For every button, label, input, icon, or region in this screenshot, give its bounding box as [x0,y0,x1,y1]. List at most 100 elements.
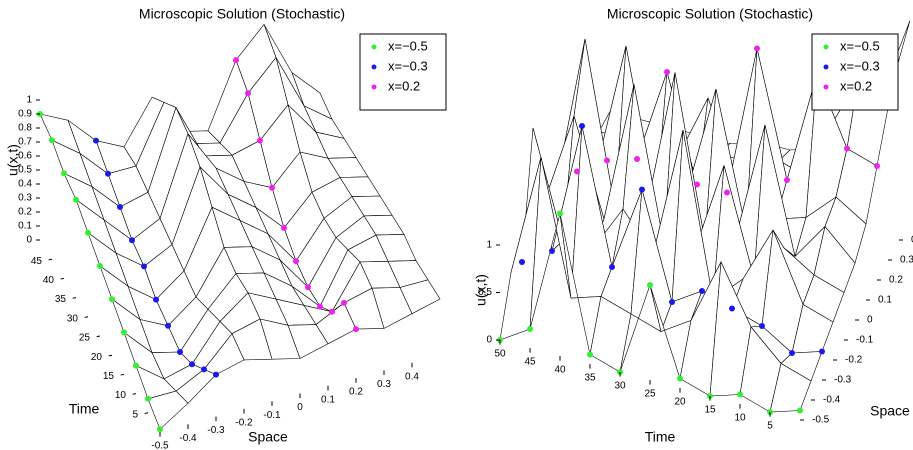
time-tick-label: 40 [43,275,55,286]
series-point [293,258,299,265]
series-point [329,308,335,315]
z-tick-label: 0.7 [18,137,32,148]
space-tick-label: 0.1 [321,394,335,405]
series-point [639,186,645,193]
legend-label: x=−0.5 [388,38,428,53]
chart-title: Microscopic Solution (Stochastic) [139,6,345,22]
series-point [634,156,640,162]
series-point [677,375,683,382]
z-tick-label: 0.9 [18,109,32,120]
time-tick-label: 15 [704,405,716,416]
series-point [201,366,207,373]
series-point [549,248,555,254]
series-point [353,326,359,333]
time-tick [72,297,77,299]
time-tick-label: 10 [115,390,127,401]
time-tick-label: 50 [494,349,506,360]
time-tick-label: 35 [584,373,596,384]
chart-title: Microscopic Solution (Stochastic) [607,6,813,22]
series-point [189,361,195,368]
series-point [784,177,790,183]
series-point [85,229,91,236]
series-point [141,263,147,270]
z-axis-label: u(x,t) [473,274,489,306]
time-tick [84,316,89,318]
surface-cell [147,390,189,430]
series-point [49,137,55,144]
legend-marker [371,44,377,50]
space-tick-label: -0.2 [235,418,253,429]
series-point [121,329,127,336]
z-tick-label: 0.3 [18,193,32,204]
series-point [819,348,825,355]
time-tick-label: 5 [132,409,138,420]
space-tick-label: 0.3 [900,255,913,266]
series-point [519,259,525,265]
series-point [145,395,151,402]
time-tick [96,335,101,338]
z-tick-label: 1 [486,240,492,251]
x-axis-label: Space [248,429,288,445]
series-point [587,351,593,358]
series-point [729,305,735,312]
series-point [93,137,99,144]
series-point [105,170,111,177]
z-tick-label: 0.1 [18,221,32,232]
legend-label: x=−0.3 [388,58,428,73]
z-tick-label: 0 [26,235,32,246]
series-point [117,204,123,210]
z-tick-label: 0.5 [18,165,32,176]
space-tick-label: -0.2 [845,355,863,366]
legend-marker [823,84,829,90]
time-tick-label: 45 [524,357,536,368]
legend-label: x=−0.5 [840,38,880,53]
time-tick [132,393,137,395]
series-point [557,210,563,217]
chart-panel: Microscopic Solution (Stochastic) 0 0.5 15 1… [473,6,913,445]
space-tick-label: -0.3 [207,425,225,436]
time-tick [48,258,53,261]
space-tick-label: 0 [867,315,873,326]
series-point [97,263,103,269]
series-point [797,407,803,414]
z-tick-label: 1 [26,95,32,106]
space-tick-label: 0.4 [405,371,419,382]
z-axis-label: u(x,t) [5,144,21,176]
series-point [213,371,219,378]
series-point [61,170,67,177]
series-point [109,296,115,303]
series-point [724,189,730,196]
series-point [527,326,533,332]
z-tick-label: 0.8 [18,123,32,134]
series-point [177,349,183,355]
time-tick-label: 20 [91,352,103,363]
series-point [341,299,347,306]
z-tick-label: 0.5 [478,287,492,298]
space-tick-label: -0.4 [823,395,841,406]
legend-marker [823,64,829,70]
surface-cell [769,363,812,413]
series-point [153,296,159,303]
space-tick-label: -0.5 [812,415,830,426]
legend-marker [371,64,377,70]
time-tick-label: 25 [644,389,656,400]
series-point [647,282,653,288]
space-tick-label: 0.3 [377,379,391,390]
legend-label: x=0.2 [840,78,872,93]
space-tick-label: -0.3 [834,375,852,386]
legend-marker [823,44,829,50]
series-point [157,426,163,433]
series-point [165,322,171,329]
series-point [694,181,700,188]
series-point [269,184,275,191]
time-tick-label: 35 [55,294,67,305]
series-point [789,350,795,356]
time-tick-label: 30 [614,381,626,392]
series-point [281,224,287,231]
time-tick-label: 15 [103,371,115,382]
series-point [257,137,263,144]
series-point [737,391,743,398]
series-point [129,237,135,244]
